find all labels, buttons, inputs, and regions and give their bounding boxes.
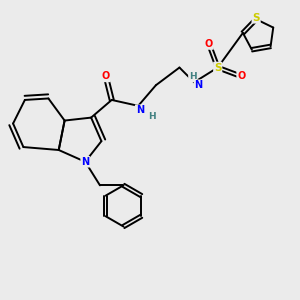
Text: N: N bbox=[194, 80, 202, 90]
Text: S: S bbox=[214, 63, 221, 73]
Text: H: H bbox=[189, 73, 196, 82]
Text: O: O bbox=[237, 71, 245, 81]
Text: N: N bbox=[81, 157, 89, 167]
Text: O: O bbox=[102, 71, 110, 81]
Text: O: O bbox=[205, 39, 213, 49]
Text: H: H bbox=[148, 112, 155, 121]
Text: S: S bbox=[252, 13, 260, 23]
Text: N: N bbox=[136, 105, 144, 115]
